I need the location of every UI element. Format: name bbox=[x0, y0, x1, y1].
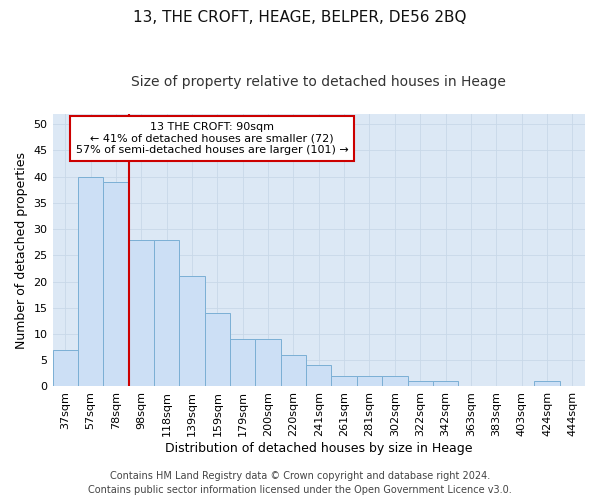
Bar bbox=[53, 350, 78, 387]
Bar bbox=[230, 340, 256, 386]
Y-axis label: Number of detached properties: Number of detached properties bbox=[15, 152, 28, 348]
Text: 13 THE CROFT: 90sqm
← 41% of detached houses are smaller (72)
57% of semi-detach: 13 THE CROFT: 90sqm ← 41% of detached ho… bbox=[76, 122, 349, 155]
Bar bbox=[205, 313, 230, 386]
Bar bbox=[78, 176, 103, 386]
Bar bbox=[306, 366, 331, 386]
X-axis label: Distribution of detached houses by size in Heage: Distribution of detached houses by size … bbox=[165, 442, 473, 455]
Bar bbox=[281, 355, 306, 386]
Bar bbox=[407, 381, 433, 386]
Bar bbox=[179, 276, 205, 386]
Bar bbox=[128, 240, 154, 386]
Bar bbox=[331, 376, 357, 386]
Bar bbox=[256, 340, 281, 386]
Text: 13, THE CROFT, HEAGE, BELPER, DE56 2BQ: 13, THE CROFT, HEAGE, BELPER, DE56 2BQ bbox=[133, 10, 467, 25]
Bar bbox=[103, 182, 128, 386]
Bar bbox=[382, 376, 407, 386]
Bar bbox=[534, 381, 560, 386]
Bar bbox=[433, 381, 458, 386]
Bar bbox=[154, 240, 179, 386]
Text: Contains HM Land Registry data © Crown copyright and database right 2024.
Contai: Contains HM Land Registry data © Crown c… bbox=[88, 471, 512, 495]
Bar bbox=[357, 376, 382, 386]
Title: Size of property relative to detached houses in Heage: Size of property relative to detached ho… bbox=[131, 75, 506, 89]
